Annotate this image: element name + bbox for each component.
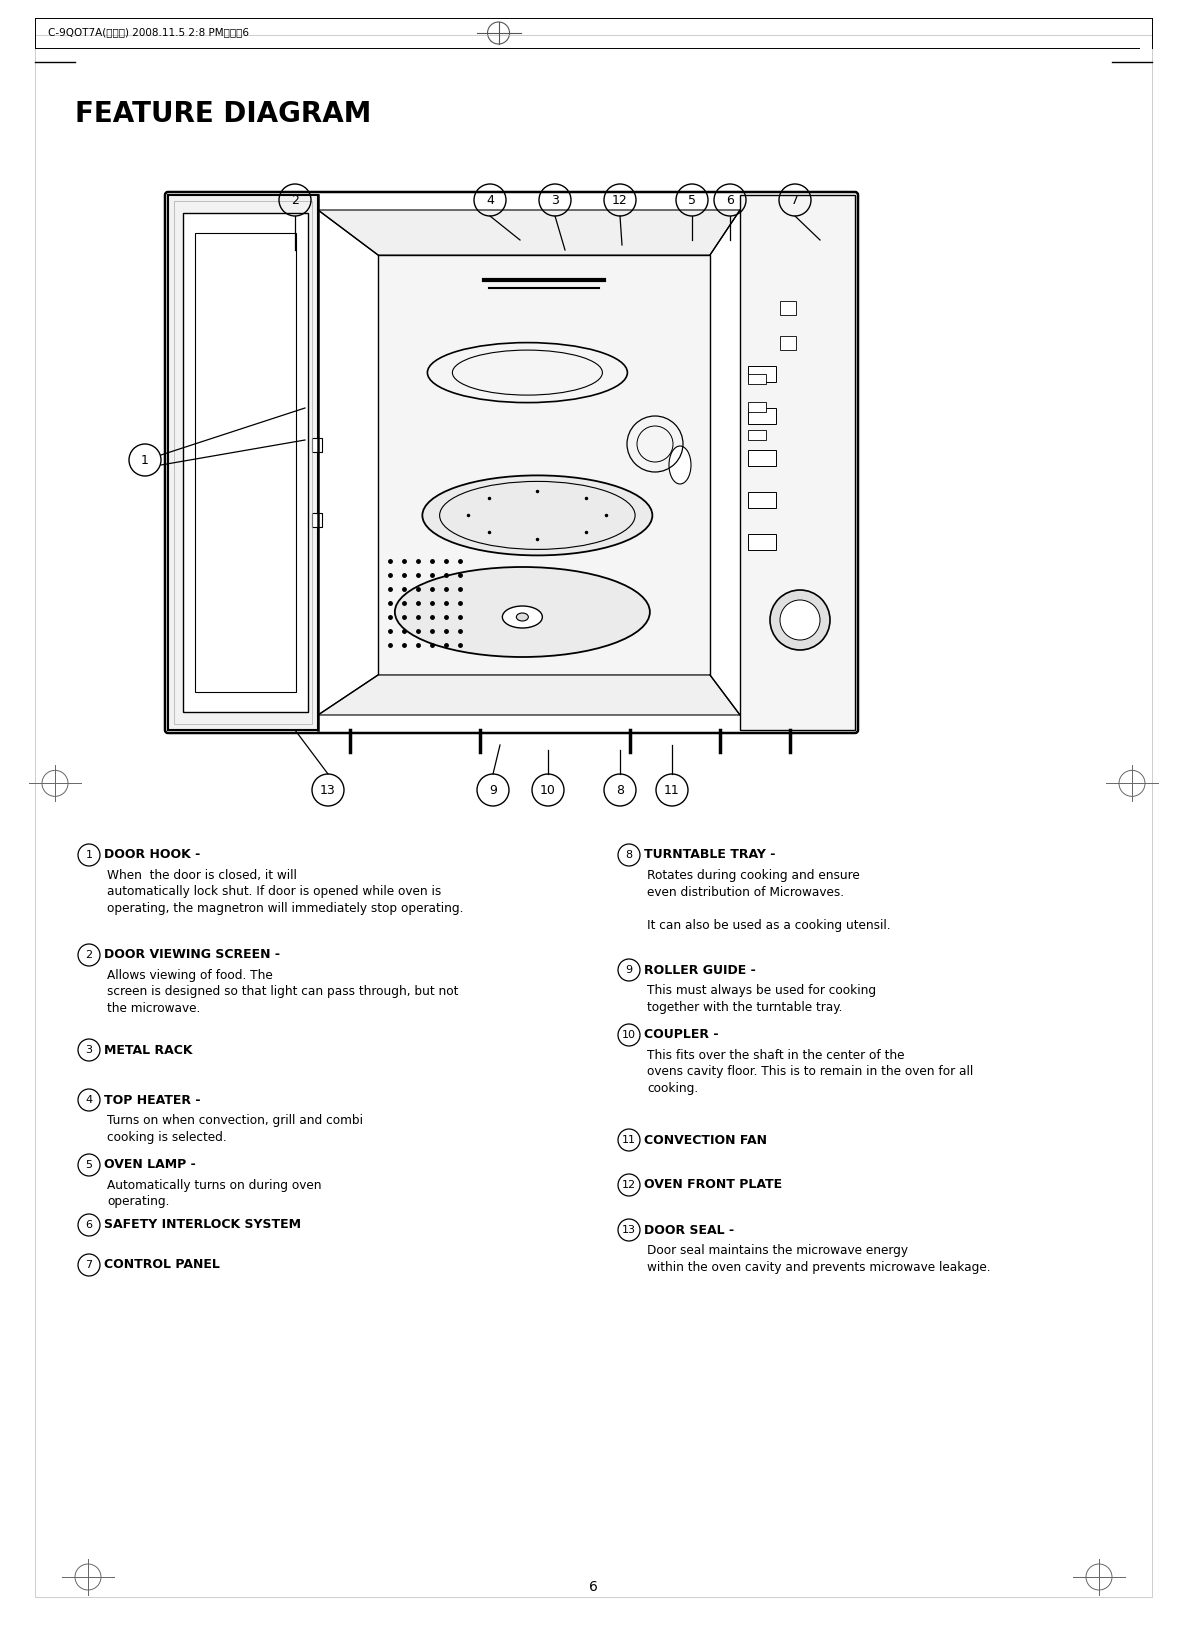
Text: 10: 10 (540, 783, 556, 796)
Text: Rotates during cooking and ensure
even distribution of Microwaves.

It can also : Rotates during cooking and ensure even d… (647, 868, 890, 932)
Text: Turns on when convection, grill and combi
cooking is selected.: Turns on when convection, grill and comb… (107, 1115, 363, 1144)
Text: DOOR VIEWING SCREEN -: DOOR VIEWING SCREEN - (104, 948, 280, 961)
Text: SAFETY INTERLOCK SYSTEM: SAFETY INTERLOCK SYSTEM (104, 1219, 301, 1232)
Text: TURNTABLE TRAY -: TURNTABLE TRAY - (645, 849, 775, 862)
Bar (748, 374, 766, 384)
Bar (748, 401, 766, 411)
Text: Door seal maintains the microwave energy
within the oven cavity and prevents mic: Door seal maintains the microwave energy… (647, 1244, 990, 1273)
Bar (195, 233, 296, 692)
Text: OVEN LAMP -: OVEN LAMP - (104, 1159, 196, 1172)
Text: 7: 7 (791, 194, 799, 207)
Text: 8: 8 (616, 783, 624, 796)
Bar (780, 336, 796, 349)
Bar (377, 255, 710, 676)
Text: OVEN FRONT PLATE: OVEN FRONT PLATE (645, 1178, 782, 1191)
Text: 13: 13 (320, 783, 336, 796)
Text: 3: 3 (551, 194, 559, 207)
Text: COUPLER -: COUPLER - (645, 1028, 718, 1041)
Ellipse shape (669, 446, 691, 485)
Bar (312, 437, 322, 452)
Circle shape (770, 591, 830, 650)
Bar (780, 300, 796, 315)
Text: When  the door is closed, it will
automatically lock shut. If door is opened whi: When the door is closed, it will automat… (107, 868, 463, 916)
Bar (748, 408, 776, 424)
Text: 1: 1 (85, 850, 93, 860)
Ellipse shape (423, 475, 653, 555)
Text: 12: 12 (612, 194, 628, 207)
Text: Automatically turns on during oven
operating.: Automatically turns on during oven opera… (107, 1178, 322, 1209)
Text: 7: 7 (85, 1260, 93, 1270)
Text: C-9QOT7A(영기본) 2008.11.5 2:8 PM페이지6: C-9QOT7A(영기본) 2008.11.5 2:8 PM페이지6 (47, 28, 249, 38)
Ellipse shape (516, 614, 528, 622)
Text: 6: 6 (85, 1221, 93, 1231)
Bar (748, 491, 776, 508)
Bar (745, 220, 753, 269)
Bar (748, 366, 776, 382)
Text: 5: 5 (85, 1160, 93, 1170)
Ellipse shape (395, 566, 649, 658)
Text: TOP HEATER -: TOP HEATER - (104, 1093, 201, 1106)
Bar (748, 450, 776, 467)
Text: CONTROL PANEL: CONTROL PANEL (104, 1258, 220, 1271)
FancyBboxPatch shape (165, 193, 858, 733)
Bar (748, 429, 766, 441)
Text: ROLLER GUIDE -: ROLLER GUIDE - (645, 963, 756, 976)
Text: This fits over the shaft in the center of the
ovens cavity floor. This is to rem: This fits over the shaft in the center o… (647, 1049, 973, 1095)
Circle shape (780, 601, 820, 640)
Text: 9: 9 (489, 783, 497, 796)
Text: CONVECTION FAN: CONVECTION FAN (645, 1134, 767, 1147)
Text: 6: 6 (589, 1580, 597, 1594)
Text: DOOR HOOK -: DOOR HOOK - (104, 849, 201, 862)
Text: Allows viewing of food. The
screen is designed so that light can pass through, b: Allows viewing of food. The screen is de… (107, 969, 458, 1015)
Text: FEATURE DIAGRAM: FEATURE DIAGRAM (75, 100, 372, 127)
Polygon shape (318, 676, 740, 715)
Text: 4: 4 (85, 1095, 93, 1105)
Bar (740, 194, 855, 730)
Text: 1: 1 (141, 454, 148, 467)
Text: 13: 13 (622, 1226, 636, 1235)
Text: This must always be used for cooking
together with the turntable tray.: This must always be used for cooking tog… (647, 984, 876, 1013)
Text: 2: 2 (291, 194, 299, 207)
Bar (312, 512, 322, 527)
Text: METAL RACK: METAL RACK (104, 1043, 192, 1056)
Text: 9: 9 (626, 965, 633, 974)
Text: 5: 5 (688, 194, 696, 207)
Bar (174, 201, 312, 725)
Text: 11: 11 (664, 783, 680, 796)
Text: DOOR SEAL -: DOOR SEAL - (645, 1224, 734, 1237)
Bar (169, 194, 318, 730)
Text: 4: 4 (485, 194, 494, 207)
Bar (183, 214, 307, 712)
Polygon shape (318, 211, 740, 255)
Text: 12: 12 (622, 1180, 636, 1190)
Text: 2: 2 (85, 950, 93, 960)
Text: 6: 6 (726, 194, 734, 207)
Bar (748, 534, 776, 550)
Text: 11: 11 (622, 1134, 636, 1146)
Text: 10: 10 (622, 1030, 636, 1040)
Ellipse shape (502, 605, 542, 628)
Text: 3: 3 (85, 1044, 93, 1054)
Text: 8: 8 (626, 850, 633, 860)
